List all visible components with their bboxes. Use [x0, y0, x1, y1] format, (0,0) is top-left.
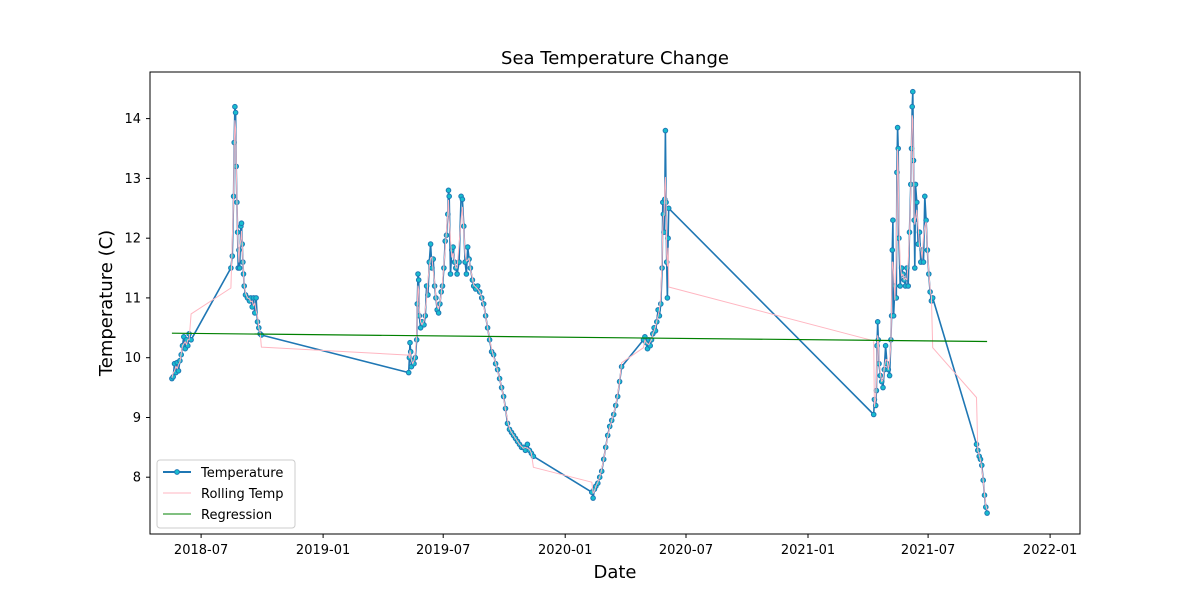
temperature-point [253, 295, 259, 301]
temperature-point [909, 103, 916, 110]
legend-temperature-marker [174, 469, 180, 475]
temperature-point [890, 217, 896, 223]
y-tick-label: 8 [133, 471, 141, 486]
temperature-point [405, 369, 412, 376]
temperature-point [905, 283, 912, 289]
temperature-point [874, 319, 881, 325]
x-tick-label: 2019-07 [416, 543, 470, 558]
temperature-point [922, 193, 928, 200]
temperature-point [910, 88, 916, 95]
temperature-point [416, 313, 423, 319]
temperature-point [870, 411, 877, 418]
chart-title: Sea Temperature Change [501, 48, 729, 69]
temperature-point [459, 196, 466, 203]
x-axis: 2018-07 2019-01 2019-07 2020-01 2020-07 2021-… [174, 534, 1077, 558]
temperature-point [665, 205, 672, 212]
temperature-markers [169, 88, 990, 516]
temperature-point [232, 103, 238, 110]
temperature-point [228, 265, 234, 271]
y-tick-label: 10 [124, 351, 141, 366]
temperature-point [463, 271, 470, 277]
temperature-point [524, 441, 531, 448]
temperature-point [658, 301, 664, 307]
temperature-point [886, 372, 893, 379]
x-tick-label: 2022-01 [1023, 543, 1077, 558]
y-tick-label: 14 [124, 112, 141, 127]
rolling-temp-line [171, 115, 988, 511]
x-tick-label: 2019-01 [296, 543, 350, 558]
temperature-point [912, 181, 919, 188]
temperature-point [417, 325, 424, 331]
temperature-point [415, 277, 422, 283]
temperature-point [422, 313, 429, 319]
y-axis: 8 9 10 11 12 13 14 [124, 112, 150, 486]
temperature-point [435, 310, 442, 316]
temperature-point [914, 199, 920, 206]
temperature-point [889, 247, 896, 253]
y-axis-label: Temperature (C) [96, 230, 117, 377]
x-tick-label: 2018-07 [174, 543, 228, 558]
temperature-point [446, 193, 453, 200]
temperature-point [236, 247, 242, 253]
temperature-point [464, 244, 471, 250]
x-tick-label: 2021-01 [781, 543, 835, 558]
temperature-point [984, 510, 990, 516]
plot-area-frame [149, 71, 1081, 535]
legend-temperature-label: Temperature [200, 466, 283, 481]
temperature-point [920, 259, 927, 265]
temperature-point [662, 127, 669, 134]
temperature-point [912, 265, 918, 271]
temperature-point [415, 271, 421, 277]
temperature-point [447, 271, 454, 277]
temperature-point [423, 283, 430, 289]
y-tick-label: 12 [124, 232, 141, 247]
y-tick-label: 13 [124, 172, 141, 187]
x-tick-label: 2020-07 [659, 543, 713, 558]
temperature-point [170, 374, 176, 380]
temperature-point [232, 109, 239, 116]
temperature-line [171, 90, 988, 514]
series-layer [169, 88, 990, 516]
legend: Temperature Rolling Temp Regression [156, 459, 296, 529]
temperature-point [236, 265, 243, 271]
temperature-point [916, 229, 923, 235]
legend-regression-label: Regression [201, 508, 272, 523]
x-tick-label: 2020-01 [538, 543, 592, 558]
temperature-point [890, 313, 897, 319]
temperature-point [664, 295, 671, 301]
temperature-point [894, 124, 901, 131]
temperature-point [454, 271, 460, 277]
legend-rolling-label: Rolling Temp [201, 487, 284, 502]
temperature-point [445, 187, 452, 194]
y-tick-label: 11 [124, 291, 141, 306]
y-tick-label: 9 [133, 411, 141, 426]
regression-line [171, 332, 988, 343]
temperature-point [175, 368, 182, 374]
temperature-point [407, 339, 413, 346]
temperature-point [590, 495, 596, 501]
temperature-point [427, 241, 434, 247]
temperature-point [238, 220, 245, 226]
legend-frame [156, 459, 296, 529]
x-tick-label: 2021-07 [901, 543, 955, 558]
temperature-point [882, 342, 889, 349]
temperature-point [880, 384, 886, 391]
temperature-point [904, 265, 910, 271]
x-axis-label: Date [593, 562, 636, 583]
temperature-point [897, 283, 904, 289]
temperature-point [895, 145, 902, 152]
